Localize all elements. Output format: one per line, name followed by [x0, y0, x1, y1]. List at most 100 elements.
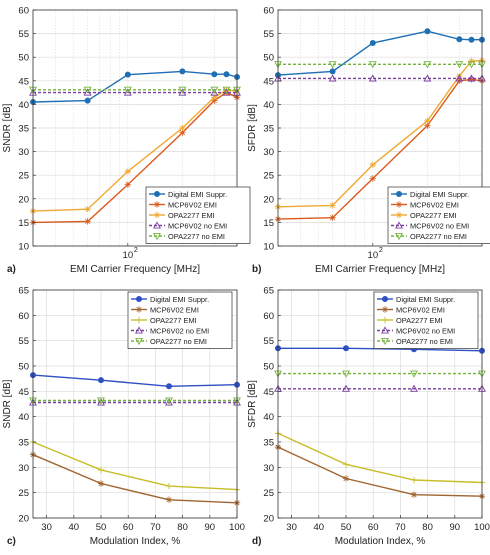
series-line-1: [277, 446, 483, 497]
data-point: [369, 161, 377, 169]
data-point: [368, 74, 377, 82]
y-tick-label: 40: [18, 412, 29, 423]
data-point: [423, 74, 432, 82]
data-point: [424, 122, 431, 129]
data-point: [369, 40, 376, 47]
legend-entry: MCP6V02 EMI: [150, 306, 199, 315]
y-tick-label: 20: [18, 514, 29, 525]
data-point: [210, 86, 219, 94]
data-point: [328, 74, 337, 82]
x-tick-label: 30: [286, 522, 297, 533]
panel-2: 20 25 30 35 40 45 50 55 60 65 30 40 50 60 70 80 90 100 Mod…: [2, 286, 245, 548]
data-point: [124, 168, 132, 175]
data-point: [410, 491, 418, 498]
data-point: [210, 88, 219, 96]
series-2: [29, 438, 241, 493]
data-point: [222, 86, 231, 94]
data-point: [410, 476, 418, 484]
y-tick-label: 60: [263, 311, 274, 322]
data-point: [342, 475, 350, 482]
series-line-2: [277, 432, 483, 484]
legend-entry: OPA2277 no EMI: [410, 232, 467, 241]
data-point: [328, 61, 337, 69]
legend-entry: MCP6V02 no EMI: [396, 327, 455, 336]
x-tick-label: 30: [41, 522, 52, 533]
y-axis-label: SNDR [dB]: [2, 379, 13, 428]
legend-marker: [381, 326, 389, 334]
x-tick-label: 90: [205, 522, 216, 533]
y-tick-label: 55: [18, 29, 29, 40]
y-tick-label: 50: [263, 53, 274, 64]
data-point: [342, 345, 349, 352]
y-axis-label: SFDR [dB]: [247, 380, 258, 428]
legend-entry: MCP6V02 no EMI: [410, 222, 469, 231]
x-axis-label: EMI Carrier Frequency [MHz]: [70, 264, 200, 275]
data-point: [165, 398, 173, 406]
x-tick-label: 70: [150, 522, 161, 533]
y-tick-label: 65: [263, 286, 274, 297]
y-tick-label: 40: [263, 100, 274, 111]
y-tick-label: 45: [263, 387, 274, 398]
data-point: [124, 71, 131, 78]
data-point: [165, 383, 172, 390]
y-tick-label: 40: [263, 412, 274, 423]
legend-entry: OPA2277 EMI: [410, 211, 457, 220]
panel-3: 20 25 30 35 40 45 50 55 60 65 30 40 50 60 70 80 90 100 Mod…: [247, 286, 490, 548]
legend-entry: OPA2277 no EMI: [396, 337, 453, 346]
data-point: [179, 68, 186, 75]
axes-frame: [277, 289, 483, 519]
data-point: [165, 397, 173, 405]
legend-marker: [381, 295, 388, 302]
x-tick-label: 70: [395, 522, 406, 533]
data-point: [424, 117, 431, 125]
legend-entry: Digital EMI Suppr.: [396, 295, 455, 304]
x-tick-label: 50: [96, 522, 107, 533]
data-point: [178, 88, 187, 96]
legend-entry: Digital EMI Suppr.: [168, 190, 227, 199]
y-tick-label: 15: [263, 218, 274, 229]
panel-label: d): [252, 536, 261, 547]
series-0: [274, 28, 485, 79]
y-tick-label: 35: [263, 124, 274, 135]
legend-marker: [395, 201, 403, 208]
x-axis-label: EMI Carrier Frequency [MHz]: [315, 264, 445, 275]
data-point: [84, 97, 91, 104]
data-point: [369, 175, 377, 182]
data-point: [329, 202, 336, 209]
x-axis-label: Modulation Index, %: [335, 536, 426, 547]
data-point: [423, 61, 432, 69]
data-point: [179, 124, 186, 132]
series-line-0: [32, 374, 238, 388]
data-point: [84, 218, 91, 225]
legend-entry: MCP6V02 no EMI: [168, 222, 227, 231]
data-point: [165, 482, 173, 490]
axes-frame: [32, 289, 238, 519]
data-point: [83, 88, 92, 96]
legend-entry: OPA2277 EMI: [150, 316, 197, 325]
data-point: [211, 71, 218, 78]
y-tick-label: 10: [263, 242, 274, 253]
y-tick-label: 45: [263, 76, 274, 87]
data-point: [468, 76, 475, 83]
x-tick-label: 80: [422, 522, 433, 533]
x-tick-label: 40: [314, 522, 325, 533]
data-point: [97, 466, 105, 474]
legend-marker: [381, 316, 389, 324]
y-tick-label: 60: [18, 311, 29, 322]
data-point: [97, 397, 105, 405]
y-tick-label: 60: [263, 6, 274, 17]
data-point: [178, 86, 187, 94]
y-tick-label: 30: [18, 147, 29, 158]
data-point: [467, 61, 476, 69]
x-tick-label: 100: [229, 522, 245, 533]
y-tick-label: 15: [18, 218, 29, 229]
x-tick-label: 10: [123, 250, 134, 261]
y-tick-label: 55: [263, 336, 274, 347]
panel-label: a): [7, 264, 16, 275]
legend-entry: OPA2277 no EMI: [150, 337, 207, 346]
legend-entry: Digital EMI Suppr.: [150, 295, 209, 304]
